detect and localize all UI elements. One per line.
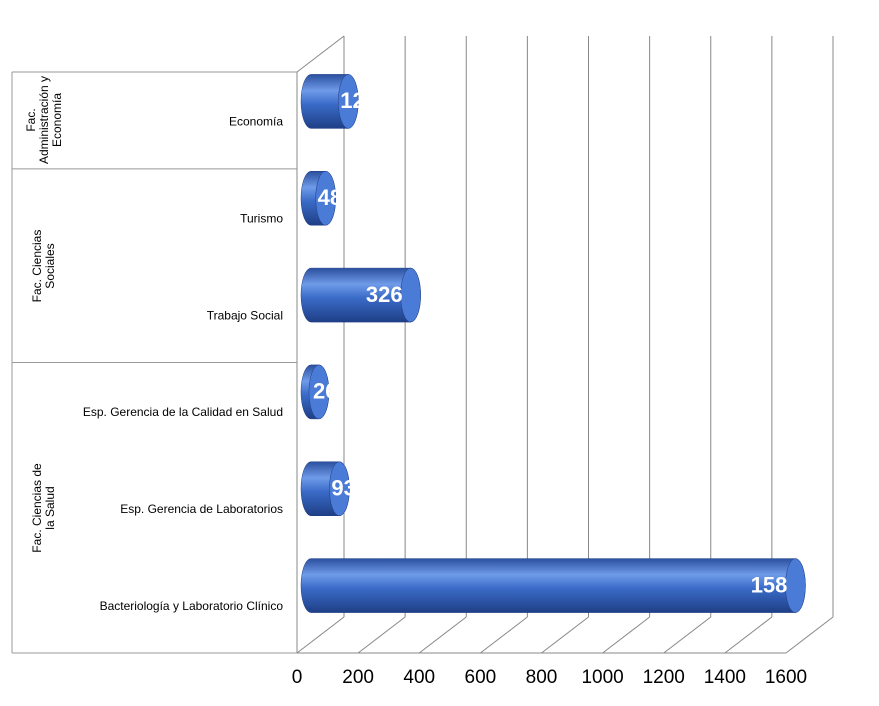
y-tick-label: Esp. Gerencia de la Calidad en Salud xyxy=(83,405,283,419)
x-tick-label: 800 xyxy=(526,667,558,688)
x-tick-label: 600 xyxy=(465,667,497,688)
x-tick-label: 0 xyxy=(292,667,303,688)
group-label: Fac. Administración y Economía xyxy=(23,76,64,165)
y-tick-label: Trabajo Social xyxy=(207,308,283,322)
group-label: Fac. Ciencias Sociales xyxy=(30,229,57,303)
y-tick-label: Esp. Gerencia de Laboratorios xyxy=(120,502,283,516)
bar-cap xyxy=(338,74,359,129)
x-tick-label: 1000 xyxy=(581,667,623,688)
y-tick-label: Economía xyxy=(229,115,283,129)
bars: 122 48 326 26 93 158 xyxy=(300,74,806,613)
x-tick-label: 1600 xyxy=(765,667,807,688)
data-label: 93 xyxy=(331,476,355,501)
x-tick-label: 400 xyxy=(403,667,435,688)
floor-grid-line xyxy=(663,616,712,654)
bar-cap xyxy=(785,558,806,613)
floor-grid-line xyxy=(541,616,589,654)
floor-grid-line xyxy=(296,616,345,654)
bar-cap xyxy=(329,461,350,516)
x-tick-label: 200 xyxy=(342,667,374,688)
bar-cap xyxy=(315,171,336,226)
data-label: 122 xyxy=(340,88,377,113)
floor-grid-line xyxy=(724,616,773,654)
bar-cap xyxy=(308,364,330,420)
x-tick-label: 1200 xyxy=(643,667,685,688)
group-label: Fac. Ciencias de la Salud xyxy=(30,463,57,553)
data-label: 326 xyxy=(366,282,403,307)
floor-grid-line xyxy=(480,616,528,654)
y-tick-label: Turismo xyxy=(240,211,283,225)
floor-grid-line xyxy=(418,616,467,654)
x-tick-label: 1400 xyxy=(704,667,746,688)
y-tick-label: Bacteriología y Laboratorio Clínico xyxy=(100,599,284,613)
wall-edge xyxy=(296,35,345,73)
floor-grid-line xyxy=(785,616,834,654)
floor-grid-line xyxy=(357,616,406,654)
data-label: 158 xyxy=(751,572,788,597)
bar-cap xyxy=(400,267,421,323)
data-label: 26 xyxy=(313,379,337,404)
floor-grid-line xyxy=(602,616,650,654)
bar xyxy=(300,558,806,613)
data-label: 48 xyxy=(318,185,342,210)
